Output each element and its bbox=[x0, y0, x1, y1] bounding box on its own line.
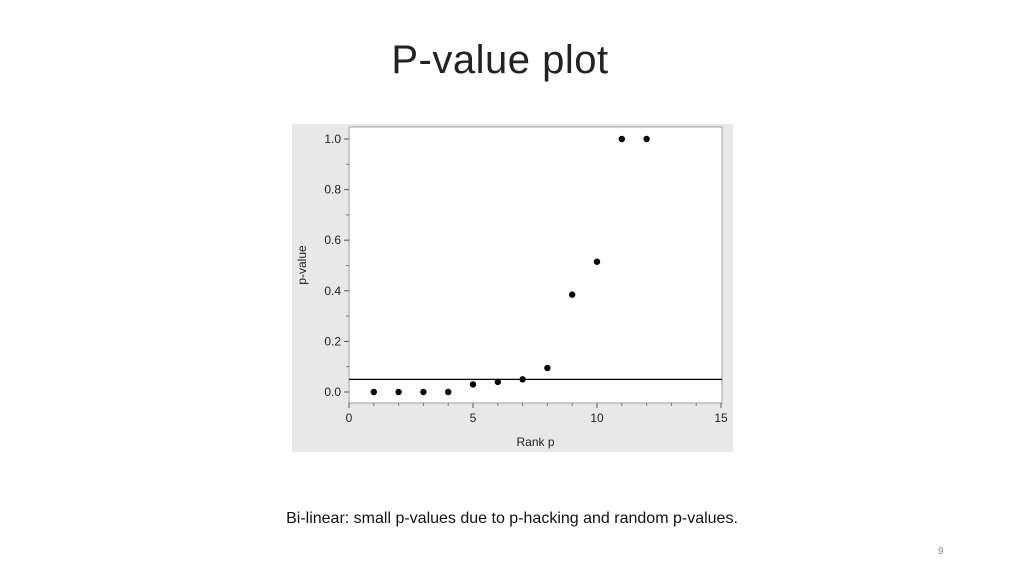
slide-number: 9 bbox=[938, 546, 944, 557]
data-point bbox=[643, 135, 650, 143]
y-tick-label: 0.8 bbox=[324, 183, 341, 197]
y-axis-ticks: 0.0 0.2 0.4 0.6 0.8 1.0 bbox=[324, 132, 349, 399]
x-tick-label: 10 bbox=[590, 411, 604, 425]
y-tick-label: 0.6 bbox=[324, 233, 341, 247]
y-tick-label: 0.2 bbox=[324, 334, 341, 348]
x-tick-label: 5 bbox=[470, 411, 477, 425]
y-tick-label: 1.0 bbox=[324, 132, 341, 146]
data-point bbox=[370, 388, 377, 396]
x-axis-title: Rank p bbox=[516, 435, 554, 449]
plot-area bbox=[348, 126, 723, 404]
data-point bbox=[544, 364, 551, 372]
data-point bbox=[395, 388, 402, 396]
y-axis-title: p-value bbox=[295, 245, 309, 285]
data-point bbox=[569, 291, 576, 298]
chart-panel: 0.0 0.2 0.4 0.6 0.8 1.0 0 5 10 15 Rank p p-value bbox=[292, 124, 733, 452]
data-point bbox=[420, 388, 427, 396]
data-point bbox=[519, 376, 526, 383]
slide-title: P-value plot bbox=[391, 38, 609, 82]
data-point bbox=[494, 378, 501, 386]
data-point bbox=[593, 258, 601, 265]
y-tick-label: 0.4 bbox=[324, 284, 341, 298]
data-point bbox=[445, 388, 452, 396]
y-tick-label: 0.0 bbox=[324, 385, 341, 399]
scatter-chart: 0.0 0.2 0.4 0.6 0.8 1.0 0 5 10 15 Rank p p-value bbox=[295, 126, 728, 449]
slide-caption: Bi-linear: small p-values due to p-hacki… bbox=[286, 510, 738, 527]
x-tick-label: 0 bbox=[346, 411, 353, 425]
data-points bbox=[370, 135, 650, 396]
x-axis-ticks: 0 5 10 15 bbox=[346, 403, 728, 425]
data-point bbox=[618, 135, 625, 143]
data-point bbox=[469, 381, 477, 388]
x-tick-label: 15 bbox=[714, 411, 728, 425]
